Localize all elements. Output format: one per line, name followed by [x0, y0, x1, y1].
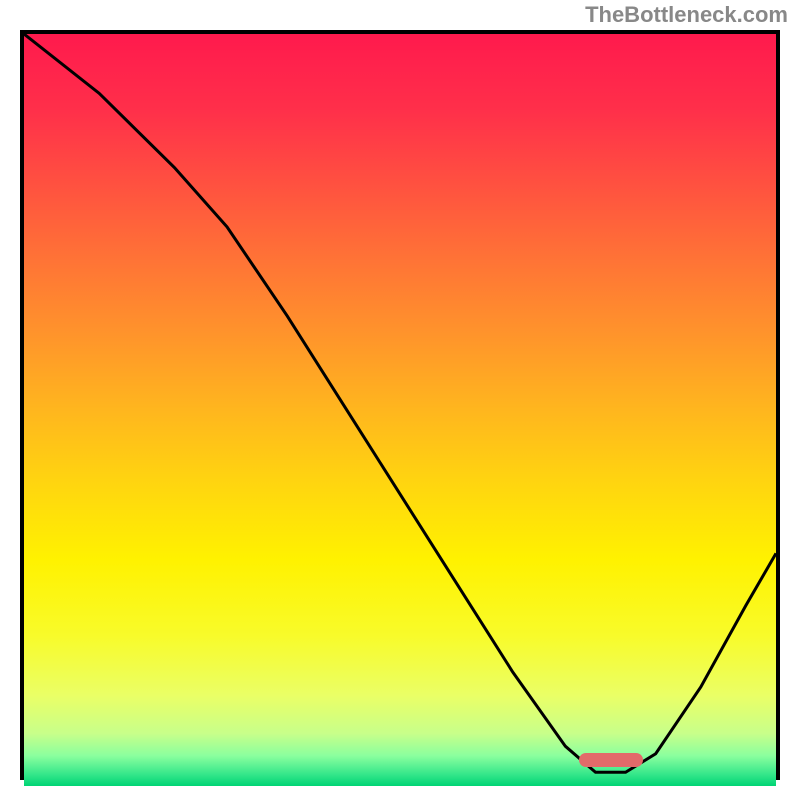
- bottleneck-curve: [24, 34, 776, 776]
- watermark-text: TheBottleneck.com: [585, 2, 788, 28]
- optimal-range-marker: [579, 753, 643, 767]
- chart-frame: [20, 30, 780, 780]
